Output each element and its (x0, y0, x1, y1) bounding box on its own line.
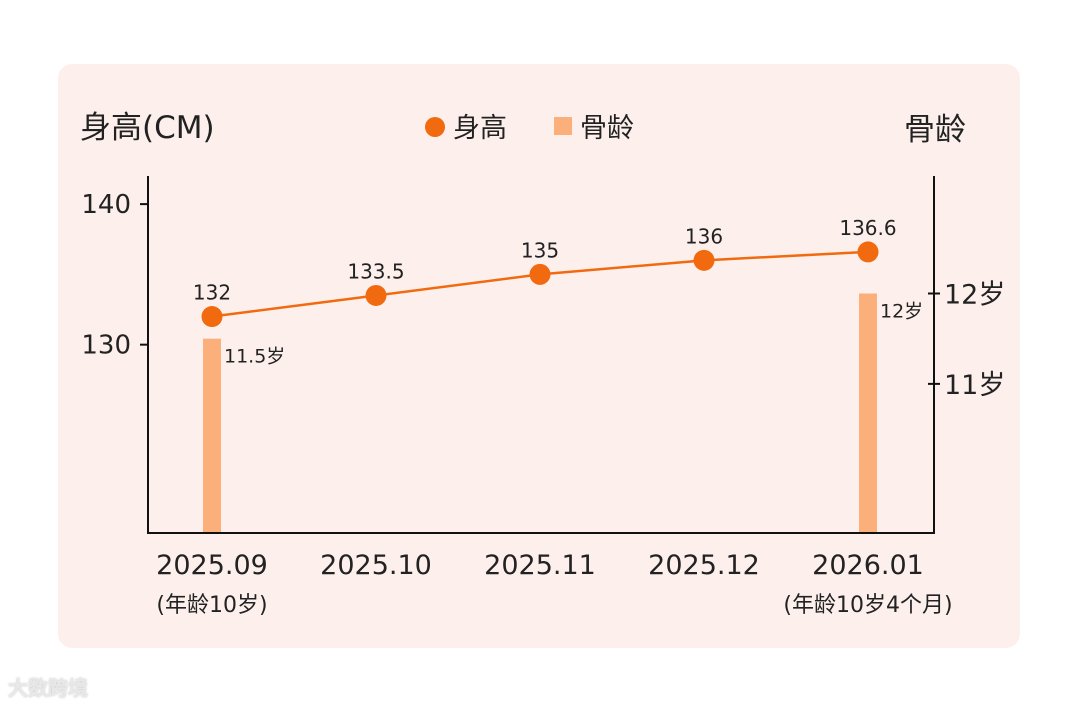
left-tick-label: 130 (81, 331, 131, 361)
bone-age-data-label: 12岁 (880, 300, 923, 322)
legend-height-label: 身高 (453, 113, 507, 144)
x-tick-label: 2025.10 (320, 550, 432, 581)
legend-height-marker (425, 117, 445, 137)
height-point (529, 263, 551, 285)
bone-age-data-label: 11.5岁 (224, 346, 285, 368)
height-data-label: 132 (193, 281, 231, 305)
x-tick-label: 2025.09 (156, 550, 268, 581)
x-tick-label: 2025.12 (648, 550, 760, 581)
x-tick-sublabel: (年龄10岁4个月) (783, 593, 952, 618)
height-data-label: 136 (685, 224, 723, 248)
x-tick-sublabel: (年龄10岁) (156, 593, 267, 618)
right-tick-label: 12岁 (944, 279, 1005, 310)
height-point (201, 306, 223, 328)
height-point (365, 284, 387, 306)
height-data-label: 135 (521, 238, 559, 262)
watermark: 大数跨境 (8, 676, 88, 700)
left-tick-label: 140 (81, 190, 131, 220)
height-point (857, 241, 879, 263)
legend-bone-age-label: 骨龄 (580, 113, 634, 144)
height-data-label: 133.5 (347, 259, 404, 283)
right-tick-label: 11岁 (944, 370, 1005, 401)
x-tick-label: 2026.01 (812, 550, 924, 581)
left-axis-title: 身高(CM) (80, 110, 215, 146)
height-point (693, 249, 715, 271)
right-axis-title: 骨龄 (904, 112, 966, 148)
bone-age-bar (859, 293, 877, 533)
height-data-label: 136.6 (839, 216, 896, 240)
legend-bone-age-marker (554, 117, 572, 135)
bone-age-bar (203, 338, 221, 533)
x-tick-label: 2025.11 (484, 550, 596, 581)
